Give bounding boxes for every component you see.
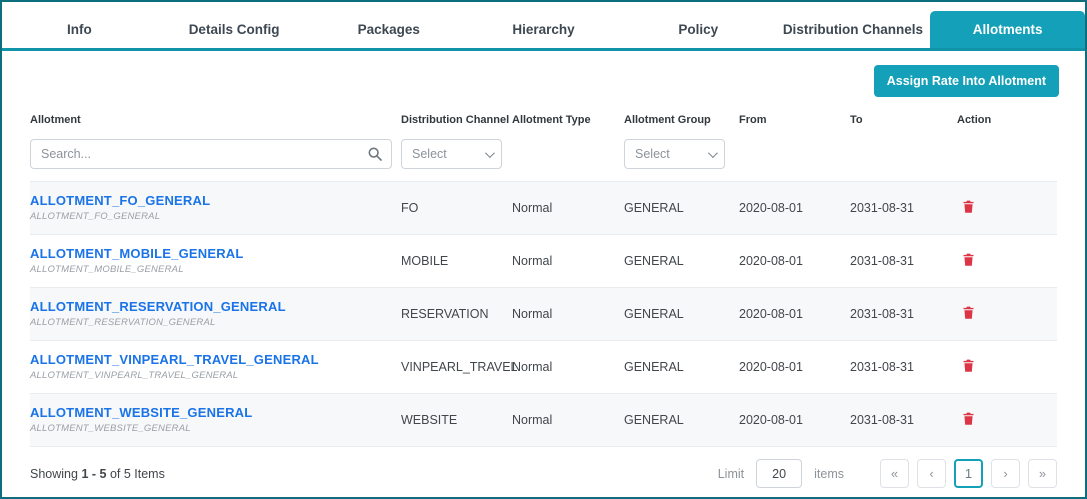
table-row: ALLOTMENT_FO_GENERAL ALLOTMENT_FO_GENERA… bbox=[30, 182, 1057, 235]
trash-icon bbox=[963, 306, 974, 319]
from-cell: 2020-08-01 bbox=[739, 254, 803, 268]
from-cell: 2020-08-01 bbox=[739, 360, 803, 374]
channel-cell: WEBSITE bbox=[401, 413, 458, 427]
limit-label: Limit bbox=[717, 466, 745, 481]
allotment-group-select[interactable]: Select bbox=[624, 139, 725, 169]
column-header-distribution-channel: Distribution Channel bbox=[401, 114, 510, 126]
delete-button[interactable] bbox=[961, 251, 977, 269]
tab-bar: Info Details Config Packages Hierarchy P… bbox=[2, 2, 1085, 51]
allotment-link[interactable]: ALLOTMENT_WEBSITE_GENERAL bbox=[30, 404, 253, 420]
to-cell: 2031-08-31 bbox=[850, 254, 914, 268]
type-cell: Normal bbox=[512, 307, 553, 321]
group-cell: GENERAL bbox=[624, 201, 684, 215]
allotment-code: ALLOTMENT_FO_GENERAL bbox=[30, 211, 161, 223]
allotment-code: ALLOTMENT_VINPEARL_TRAVEL_GENERAL bbox=[30, 370, 239, 382]
column-header-allotment-type: Allotment Type bbox=[512, 114, 591, 126]
table-header-row: Allotment Distribution Channel Allotment… bbox=[30, 114, 1057, 126]
trash-icon bbox=[963, 200, 974, 213]
from-cell: 2020-08-01 bbox=[739, 413, 803, 427]
assign-rate-button[interactable]: Assign Rate Into Allotment bbox=[873, 65, 1059, 97]
channel-cell: VINPEARL_TRAVEL bbox=[401, 360, 518, 374]
to-cell: 2031-08-31 bbox=[850, 413, 914, 427]
group-cell: GENERAL bbox=[624, 360, 684, 374]
chevron-down-icon bbox=[707, 147, 718, 158]
pagination: Limit items « ‹ 1 › » bbox=[718, 459, 1057, 488]
items-label: items bbox=[814, 466, 844, 481]
tab-details-config[interactable]: Details Config bbox=[188, 22, 280, 37]
allotment-code: ALLOTMENT_MOBILE_GENERAL bbox=[30, 264, 184, 276]
column-header-to: To bbox=[850, 114, 863, 126]
allotment-link[interactable]: ALLOTMENT_FO_GENERAL bbox=[30, 192, 211, 208]
search-input[interactable] bbox=[30, 139, 392, 169]
column-header-from: From bbox=[739, 114, 767, 126]
group-cell: GENERAL bbox=[624, 307, 684, 321]
filter-row: Select Select bbox=[30, 139, 1057, 169]
channel-cell: RESERVATION bbox=[401, 307, 489, 321]
from-cell: 2020-08-01 bbox=[739, 307, 803, 321]
select-value: Select bbox=[635, 147, 670, 161]
limit-input[interactable] bbox=[756, 459, 803, 488]
column-header-allotment: Allotment bbox=[30, 114, 81, 126]
delete-button[interactable] bbox=[961, 357, 977, 375]
showing-summary: Showing 1 - 5 of 5 Items bbox=[30, 466, 165, 481]
next-page-button[interactable]: › bbox=[991, 459, 1020, 488]
trash-icon bbox=[963, 253, 974, 266]
toolbar: Assign Rate Into Allotment bbox=[2, 51, 1085, 97]
channel-filter-wrap: Select bbox=[401, 139, 512, 169]
showing-range: 1 - 5 bbox=[81, 466, 107, 481]
channel-cell: MOBILE bbox=[401, 254, 449, 268]
to-cell: 2031-08-31 bbox=[850, 360, 914, 374]
prev-page-button[interactable]: ‹ bbox=[917, 459, 946, 488]
tab-policy[interactable]: Policy bbox=[678, 22, 719, 37]
type-cell: Normal bbox=[512, 254, 553, 268]
trash-icon bbox=[963, 412, 974, 425]
tab-info[interactable]: Info bbox=[66, 22, 92, 37]
to-cell: 2031-08-31 bbox=[850, 307, 914, 321]
type-cell: Normal bbox=[512, 201, 553, 215]
from-cell: 2020-08-01 bbox=[739, 201, 803, 215]
delete-button[interactable] bbox=[961, 304, 977, 322]
first-page-button[interactable]: « bbox=[880, 459, 909, 488]
channel-cell: FO bbox=[401, 201, 419, 215]
group-filter-wrap: Select bbox=[624, 139, 739, 169]
table-body: ALLOTMENT_FO_GENERAL ALLOTMENT_FO_GENERA… bbox=[30, 181, 1057, 447]
chevron-down-icon bbox=[484, 147, 495, 158]
allotment-code: ALLOTMENT_WEBSITE_GENERAL bbox=[30, 423, 191, 435]
allotment-link[interactable]: ALLOTMENT_RESERVATION_GENERAL bbox=[30, 298, 286, 314]
current-page-button[interactable]: 1 bbox=[954, 459, 983, 488]
table-row: ALLOTMENT_WEBSITE_GENERAL ALLOTMENT_WEBS… bbox=[30, 394, 1057, 447]
group-cell: GENERAL bbox=[624, 413, 684, 427]
tab-packages[interactable]: Packages bbox=[357, 22, 420, 37]
allotment-code: ALLOTMENT_RESERVATION_GENERAL bbox=[30, 317, 216, 329]
column-header-allotment-group: Allotment Group bbox=[624, 114, 711, 126]
type-cell: Normal bbox=[512, 413, 553, 427]
table-row: ALLOTMENT_RESERVATION_GENERAL ALLOTMENT_… bbox=[30, 288, 1057, 341]
allotment-link[interactable]: ALLOTMENT_VINPEARL_TRAVEL_GENERAL bbox=[30, 351, 319, 367]
search-icon[interactable] bbox=[367, 146, 383, 162]
delete-button[interactable] bbox=[961, 198, 977, 216]
pager-buttons: « ‹ 1 › » bbox=[872, 459, 1057, 488]
trash-icon bbox=[963, 359, 974, 372]
table-row: ALLOTMENT_MOBILE_GENERAL ALLOTMENT_MOBIL… bbox=[30, 235, 1057, 288]
delete-button[interactable] bbox=[961, 410, 977, 428]
distribution-channel-select[interactable]: Select bbox=[401, 139, 502, 169]
tab-hierarchy[interactable]: Hierarchy bbox=[512, 22, 575, 37]
table-row: ALLOTMENT_VINPEARL_TRAVEL_GENERAL ALLOTM… bbox=[30, 341, 1057, 394]
allotment-search bbox=[30, 139, 392, 169]
column-header-action: Action bbox=[957, 114, 992, 126]
group-cell: GENERAL bbox=[624, 254, 684, 268]
type-cell: Normal bbox=[512, 360, 553, 374]
tab-distribution-channels[interactable]: Distribution Channels bbox=[782, 22, 924, 37]
allotments-table: Allotment Distribution Channel Allotment… bbox=[2, 114, 1085, 447]
tab-allotments[interactable]: Allotments bbox=[930, 11, 1085, 48]
last-page-button[interactable]: » bbox=[1028, 459, 1057, 488]
to-cell: 2031-08-31 bbox=[850, 201, 914, 215]
select-value: Select bbox=[412, 147, 447, 161]
table-footer: Showing 1 - 5 of 5 Items Limit items « ‹… bbox=[2, 447, 1085, 488]
allotment-link[interactable]: ALLOTMENT_MOBILE_GENERAL bbox=[30, 245, 244, 261]
